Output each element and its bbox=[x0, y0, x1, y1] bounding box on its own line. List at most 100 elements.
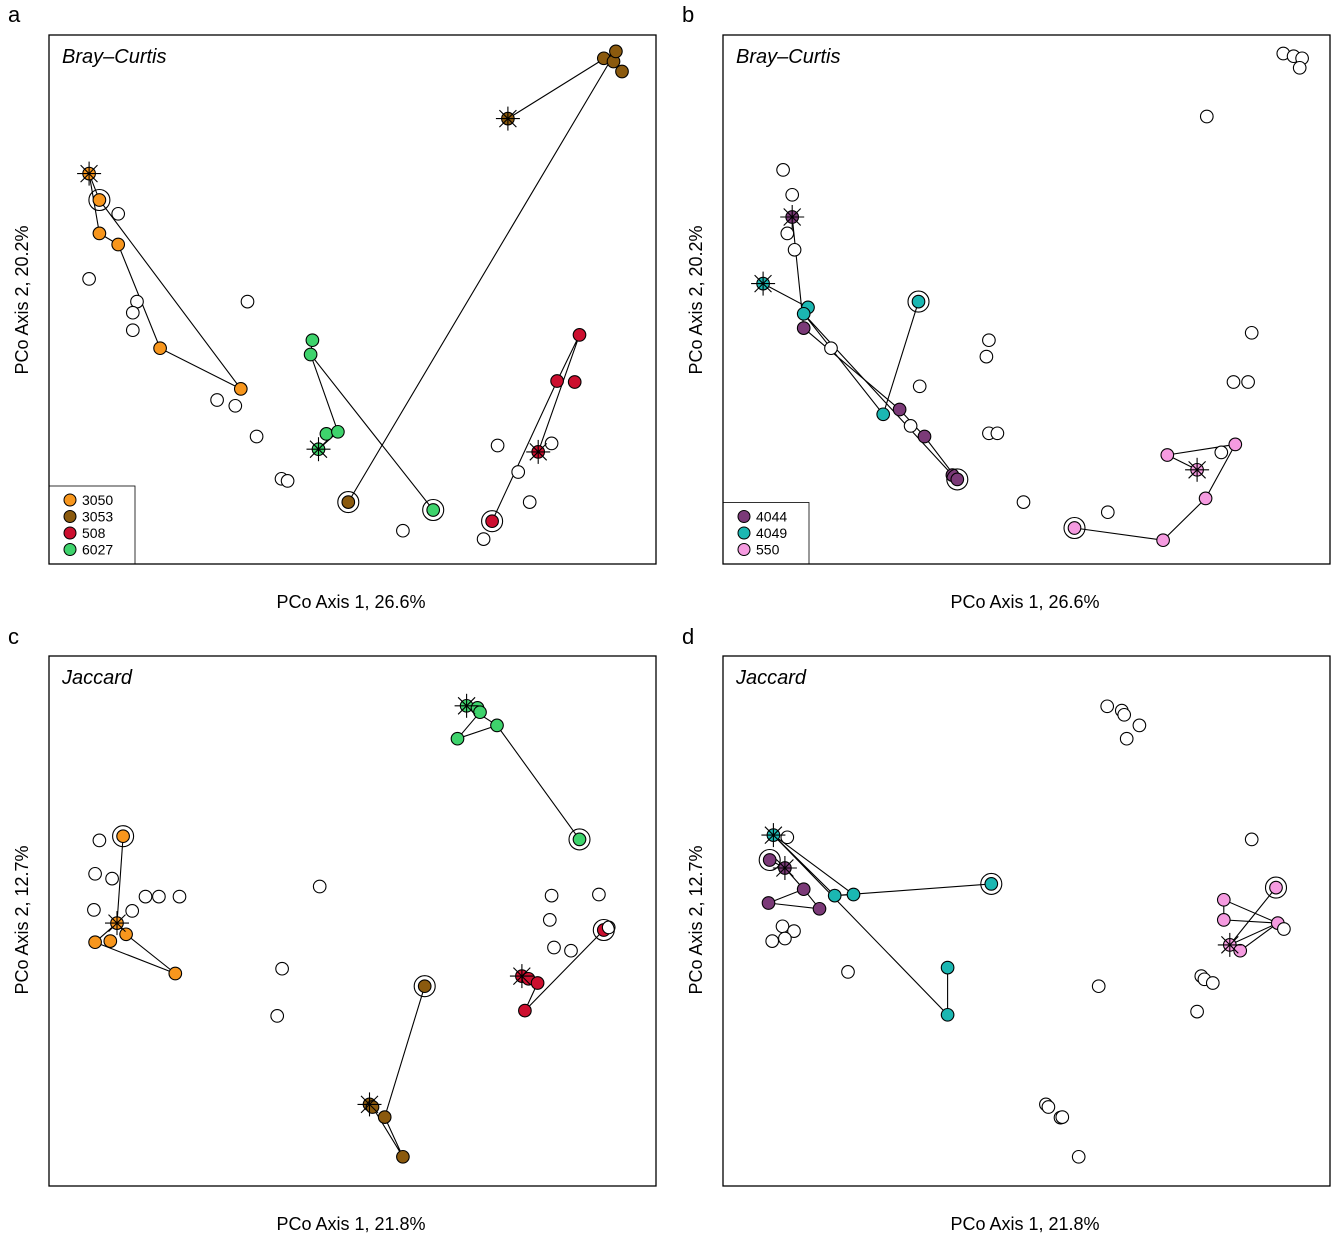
point-3050 bbox=[153, 341, 167, 356]
start-star-ray bbox=[764, 826, 783, 844]
point-3050 bbox=[92, 226, 107, 241]
start-star-ray bbox=[457, 696, 476, 715]
point-other bbox=[1292, 60, 1307, 75]
point-4049 bbox=[846, 887, 861, 902]
point-3050 bbox=[111, 237, 126, 252]
point-4044 bbox=[762, 853, 777, 867]
end-ring-marker bbox=[112, 825, 135, 848]
point-4044 bbox=[796, 321, 811, 335]
end-ring-marker bbox=[907, 290, 930, 313]
point-other bbox=[1241, 375, 1255, 389]
data-points bbox=[87, 698, 616, 1164]
data-points bbox=[82, 44, 629, 546]
plot-frame-c bbox=[48, 655, 657, 1187]
point-550 bbox=[1216, 913, 1231, 927]
plot-area-d bbox=[758, 699, 1291, 1164]
markers bbox=[751, 205, 1210, 540]
plot-frame-b bbox=[722, 34, 1331, 565]
point-other bbox=[601, 920, 616, 935]
end-ring-marker bbox=[946, 468, 969, 491]
point-other bbox=[125, 904, 140, 918]
point-508 bbox=[572, 328, 587, 342]
point-other bbox=[1199, 109, 1214, 124]
start-star-ray bbox=[783, 208, 802, 226]
point-other bbox=[1100, 699, 1115, 714]
legend-label-3053: 3053 bbox=[82, 509, 113, 525]
point-other bbox=[824, 341, 838, 356]
point-3050 bbox=[119, 927, 133, 942]
legend-swatch-508 bbox=[63, 526, 77, 540]
x-axis-label-b: PCo Axis 1, 26.6% bbox=[950, 592, 1099, 612]
point-other bbox=[111, 206, 126, 221]
point-508 bbox=[567, 375, 582, 389]
point-3050 bbox=[103, 934, 118, 948]
series-path-4044 bbox=[791, 216, 958, 480]
data-points bbox=[756, 46, 1309, 548]
point-4044 bbox=[796, 882, 811, 897]
method-label-c: Jaccard bbox=[61, 667, 133, 689]
series-path-3053 bbox=[347, 50, 617, 503]
legend-label-4049: 4049 bbox=[756, 525, 787, 541]
point-4044 bbox=[950, 472, 965, 487]
point-other bbox=[903, 419, 918, 433]
start-star-marker bbox=[105, 911, 129, 936]
point-other bbox=[1132, 718, 1147, 733]
y-axis-label-c: PCo Axis 2, 12.7% bbox=[12, 845, 32, 994]
start-star-marker bbox=[495, 106, 520, 131]
panel-letter-a: a bbox=[8, 2, 21, 27]
point-3050 bbox=[116, 829, 130, 844]
start-star-marker bbox=[77, 161, 102, 186]
legend-label-4044: 4044 bbox=[756, 509, 787, 525]
markers bbox=[77, 106, 551, 533]
start-star-ray bbox=[80, 164, 98, 183]
legend-label-508: 508 bbox=[82, 525, 106, 541]
panel-a: a Bray–Curtis PCo Axis 1, 26.6% PCo Axis… bbox=[8, 2, 657, 612]
series-path-508 bbox=[491, 334, 581, 522]
start-star-ray bbox=[360, 1095, 379, 1114]
point-other bbox=[240, 294, 255, 309]
legend-swatch-550 bbox=[737, 543, 751, 556]
point-4049 bbox=[940, 960, 955, 975]
end-ring-marker bbox=[1063, 516, 1086, 540]
point-other bbox=[775, 919, 790, 934]
end-ring-marker bbox=[758, 848, 781, 872]
panel-d: d Jaccard PCo Axis 1, 21.8% PCo Axis 2, … bbox=[682, 624, 1331, 1234]
point-508 bbox=[530, 976, 545, 990]
panel-b: b Bray–Curtis PCo Axis 1, 26.6% PCo Axis… bbox=[682, 2, 1331, 612]
point-other bbox=[982, 333, 996, 348]
panel-letter-d: d bbox=[682, 624, 694, 649]
point-other bbox=[780, 226, 795, 241]
plot-frame-d bbox=[722, 655, 1331, 1187]
point-4044 bbox=[892, 402, 907, 417]
point-4049 bbox=[984, 877, 999, 891]
point-other bbox=[841, 965, 855, 979]
point-other bbox=[780, 830, 795, 845]
legend-swatch-4049 bbox=[737, 526, 751, 540]
start-star-marker bbox=[761, 823, 786, 848]
point-other bbox=[138, 889, 153, 904]
end-ring-marker bbox=[413, 975, 436, 998]
point-other bbox=[912, 379, 927, 394]
point-3050 bbox=[168, 966, 183, 981]
start-star-marker bbox=[751, 271, 776, 296]
point-3053 bbox=[609, 44, 623, 59]
point-other bbox=[1226, 375, 1241, 389]
start-star-marker bbox=[306, 437, 331, 462]
start-star-marker bbox=[509, 964, 534, 989]
plot-frame-a bbox=[48, 34, 657, 565]
series-path-4044 bbox=[768, 859, 821, 910]
point-6027 bbox=[319, 427, 334, 441]
data-points bbox=[761, 699, 1291, 1164]
point-6027 bbox=[331, 424, 345, 439]
point-4049 bbox=[876, 407, 891, 422]
point-other bbox=[522, 495, 537, 509]
end-ring-marker bbox=[422, 498, 445, 522]
legend-label-550: 550 bbox=[756, 542, 780, 558]
point-other bbox=[88, 866, 102, 881]
start-star-ray bbox=[776, 859, 794, 877]
point-other bbox=[544, 888, 559, 903]
point-other bbox=[210, 393, 224, 407]
y-axis-label-d: PCo Axis 2, 12.7% bbox=[686, 845, 706, 994]
legend-box bbox=[722, 502, 810, 565]
point-3053 bbox=[396, 1149, 410, 1164]
